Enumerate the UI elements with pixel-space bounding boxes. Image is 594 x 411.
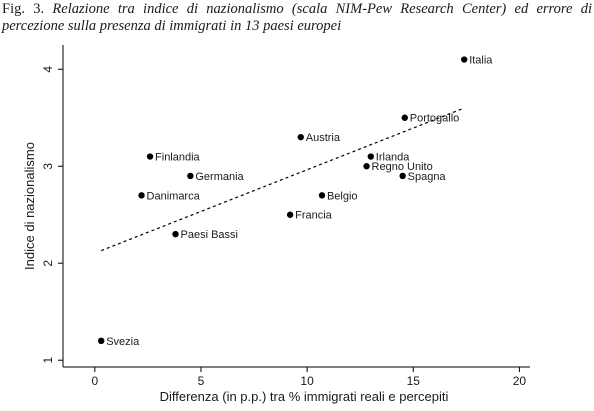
y-axis-label: Indice di nazionalismo xyxy=(22,142,37,270)
data-point xyxy=(138,192,145,199)
ticks: 0 5 10 15 20 1 2 3 4 xyxy=(41,66,526,388)
data-point xyxy=(399,172,406,180)
x-tick-label: 5 xyxy=(198,374,205,388)
data-point-label: Finlandia xyxy=(155,152,201,164)
y-tick-label: 2 xyxy=(41,260,55,267)
data-point-label: Svezia xyxy=(106,336,140,348)
fitted-trendline xyxy=(100,107,465,252)
data-point xyxy=(297,133,304,141)
data-point xyxy=(98,337,105,345)
y-tick-label: 3 xyxy=(41,163,55,170)
data-point xyxy=(367,153,374,160)
data-point xyxy=(187,172,194,180)
data-point xyxy=(172,230,179,238)
x-axis-label: Differenza (in p.p.) tra % immigrati rea… xyxy=(160,389,449,404)
data-point xyxy=(146,153,154,160)
data-point-label: Irlanda xyxy=(376,152,411,164)
data-point-label: Francia xyxy=(295,210,333,222)
figure-label: Fig. 3. xyxy=(2,1,45,17)
data-point xyxy=(318,192,326,199)
x-tick-label: 10 xyxy=(300,374,314,388)
data-point-label: Italia xyxy=(469,55,493,67)
data-point-label: Paesi Bassi xyxy=(181,229,238,241)
data-point xyxy=(286,211,294,218)
y-tick-label: 1 xyxy=(41,357,55,364)
axes xyxy=(62,45,530,368)
x-tick-label: 20 xyxy=(513,374,527,388)
x-tick-label: 15 xyxy=(407,374,421,388)
figure-title: Relazione tra indice di nazionalismo (sc… xyxy=(2,1,593,34)
figure-caption: Fig. 3. Relazione tra indice di nazional… xyxy=(2,1,592,35)
data-point-label: Regno Unito xyxy=(372,161,433,173)
data-point xyxy=(460,56,468,63)
data-point xyxy=(401,114,408,121)
data-point-label: Belgio xyxy=(327,190,358,202)
data-point xyxy=(363,163,370,170)
trendline-group xyxy=(100,107,465,252)
data-point-label: Germania xyxy=(195,171,244,183)
data-point-label: Austria xyxy=(306,132,341,144)
data-point-label: Danimarca xyxy=(147,190,201,202)
y-tick-label: 4 xyxy=(41,66,55,73)
data-point-label: Spagna xyxy=(408,171,447,183)
x-tick-label: 0 xyxy=(91,374,98,388)
data-point-label: Portogallo xyxy=(410,113,460,125)
